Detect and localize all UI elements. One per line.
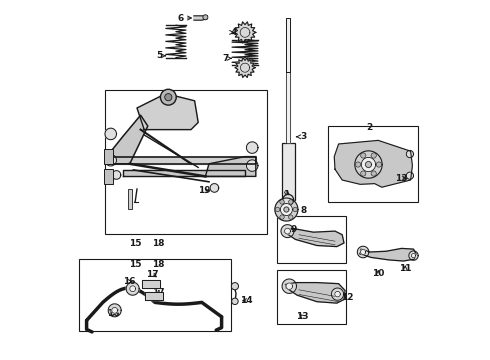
Text: 7: 7: [222, 54, 231, 63]
Polygon shape: [130, 286, 136, 292]
Polygon shape: [406, 172, 414, 179]
Polygon shape: [281, 225, 294, 238]
Circle shape: [376, 162, 382, 167]
Bar: [328, 126, 418, 202]
Text: 16: 16: [107, 309, 119, 318]
Polygon shape: [282, 279, 296, 293]
Circle shape: [283, 194, 294, 205]
Polygon shape: [205, 157, 256, 176]
Circle shape: [165, 94, 172, 101]
Text: 2: 2: [366, 123, 372, 132]
Circle shape: [232, 298, 238, 305]
Polygon shape: [335, 291, 340, 297]
Polygon shape: [361, 249, 366, 255]
Text: 19: 19: [198, 186, 211, 195]
Bar: [128, 189, 132, 209]
Polygon shape: [145, 292, 163, 300]
Polygon shape: [357, 246, 369, 258]
Text: 13: 13: [296, 312, 309, 321]
Circle shape: [280, 215, 284, 219]
Circle shape: [361, 171, 366, 176]
Polygon shape: [210, 184, 219, 192]
Polygon shape: [280, 203, 293, 216]
Polygon shape: [137, 94, 198, 130]
Circle shape: [293, 207, 297, 212]
Text: 3: 3: [296, 132, 307, 141]
Bar: [79, 259, 231, 331]
Text: 12: 12: [342, 292, 354, 302]
Polygon shape: [235, 58, 255, 77]
Polygon shape: [285, 229, 344, 247]
Polygon shape: [355, 151, 382, 178]
Text: 1: 1: [283, 190, 290, 199]
Text: 18: 18: [151, 260, 164, 269]
Polygon shape: [285, 228, 291, 234]
Polygon shape: [234, 22, 256, 43]
Polygon shape: [246, 160, 258, 171]
Polygon shape: [360, 248, 416, 261]
Polygon shape: [108, 115, 148, 164]
Text: 17: 17: [152, 288, 165, 297]
Bar: [104, 90, 267, 234]
Polygon shape: [108, 304, 121, 317]
Circle shape: [231, 283, 239, 290]
Polygon shape: [409, 251, 418, 260]
Polygon shape: [112, 171, 121, 179]
Polygon shape: [194, 16, 207, 20]
Polygon shape: [122, 170, 245, 176]
Polygon shape: [112, 157, 256, 164]
Bar: [282, 143, 294, 200]
Text: 18: 18: [151, 239, 164, 248]
Circle shape: [355, 162, 361, 167]
Polygon shape: [275, 198, 298, 221]
Text: 19: 19: [102, 174, 115, 183]
Circle shape: [289, 215, 293, 219]
Circle shape: [371, 171, 376, 176]
Circle shape: [203, 15, 208, 20]
Polygon shape: [105, 173, 112, 180]
Circle shape: [361, 153, 366, 158]
Polygon shape: [284, 207, 289, 212]
Text: 6: 6: [177, 14, 192, 23]
Polygon shape: [406, 150, 414, 158]
Text: 16: 16: [123, 277, 135, 286]
Polygon shape: [362, 157, 376, 172]
Polygon shape: [286, 18, 291, 72]
Polygon shape: [286, 72, 291, 143]
Polygon shape: [105, 153, 112, 160]
Text: 15: 15: [129, 239, 142, 248]
Polygon shape: [246, 142, 258, 153]
Text: 10: 10: [372, 269, 384, 278]
Polygon shape: [285, 283, 345, 303]
Polygon shape: [112, 307, 118, 313]
Circle shape: [371, 153, 376, 158]
Bar: [277, 216, 346, 263]
Text: 4: 4: [230, 28, 237, 37]
Polygon shape: [412, 253, 416, 258]
Text: 15: 15: [129, 260, 142, 269]
Polygon shape: [286, 283, 293, 289]
Circle shape: [289, 200, 293, 204]
Polygon shape: [366, 162, 371, 167]
Circle shape: [280, 200, 284, 204]
Text: 17: 17: [146, 270, 158, 279]
Circle shape: [275, 207, 280, 212]
Circle shape: [160, 89, 176, 105]
Bar: [104, 169, 113, 184]
Bar: [277, 270, 346, 324]
Bar: [104, 149, 113, 164]
Text: 9: 9: [291, 225, 297, 234]
Polygon shape: [143, 280, 160, 288]
Polygon shape: [105, 154, 117, 166]
Text: 11: 11: [399, 264, 412, 274]
Text: 13: 13: [395, 174, 408, 183]
Text: 14: 14: [241, 296, 253, 305]
Polygon shape: [126, 282, 139, 295]
Polygon shape: [105, 128, 117, 140]
Text: 8: 8: [300, 206, 307, 215]
Polygon shape: [331, 288, 343, 300]
Text: 5: 5: [156, 51, 166, 60]
Polygon shape: [334, 140, 413, 187]
